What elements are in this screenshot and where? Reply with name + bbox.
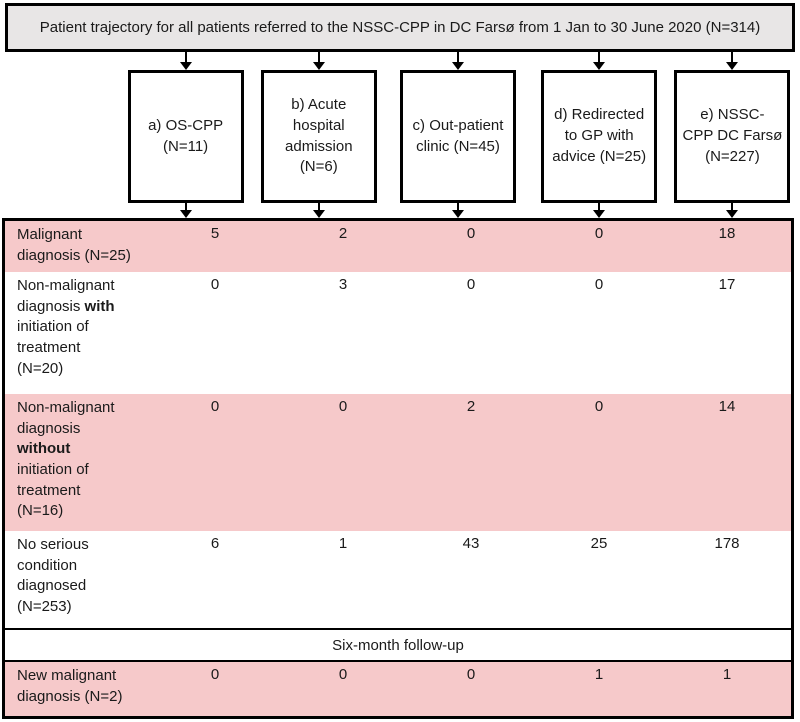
- arrow-head-icon: [179, 62, 192, 70]
- value-cell: 17: [718, 276, 736, 293]
- row-label: New malignant diagnosis (N=2): [17, 667, 123, 705]
- divider-label: Six-month follow-up: [332, 636, 464, 654]
- down-arrow-connector: [312, 52, 325, 70]
- arrow-head-icon: [312, 62, 325, 70]
- table-row-nonmalignant-with-treatment: Non-malignant diagnosis with initiation of…: [5, 272, 791, 394]
- arrow-tail: [731, 52, 734, 62]
- row-label: Non-malignant diagnosis without initiation …: [17, 399, 115, 520]
- flow-box-c: c) Out-patient clinic (N=45): [399, 70, 516, 203]
- value-cell: 6: [210, 535, 220, 552]
- flow-column-e: e) NSSC- CPP DC Farsø (N=227): [668, 52, 797, 218]
- arrow-tail: [317, 203, 320, 210]
- flow-box-a: a) OS-CPP (N=11): [127, 70, 244, 203]
- six-month-followup-divider: Six-month follow-up: [5, 628, 791, 662]
- down-arrow-connector: [179, 203, 192, 218]
- arrow-head-icon: [451, 62, 464, 70]
- arrow-head-icon: [593, 62, 606, 70]
- flow-box-c-label: c) Out-patient clinic (N=45): [412, 116, 504, 155]
- arrow-tail: [184, 52, 187, 62]
- down-arrow-connector: [726, 52, 739, 70]
- table-row-nonmalignant-without-treatment: Non-malignant diagnosis without initiation …: [5, 394, 791, 531]
- row-label: Malignant diagnosis (N=25): [17, 226, 131, 264]
- value-cell: 0: [210, 398, 220, 415]
- arrow-tail: [731, 203, 734, 210]
- flow-column-a: a) OS-CPP (N=11): [121, 52, 250, 218]
- down-arrow-connector: [451, 203, 464, 218]
- flow-box-a-label: a) OS-CPP (N=11): [148, 116, 224, 155]
- arrow-tail: [184, 203, 187, 210]
- flow-box-e: e) NSSC- CPP DC Farsø (N=227): [674, 70, 791, 203]
- value-cell: 0: [594, 225, 604, 242]
- row-label: Non-malignant diagnosis with initiation of…: [17, 277, 115, 377]
- down-arrow-connector: [312, 203, 325, 218]
- value-cell: 1: [338, 535, 348, 552]
- flow-box-row: a) OS-CPP (N=11) b) Acute hospital admissio…: [2, 52, 794, 218]
- value-cell: 0: [210, 276, 220, 293]
- down-arrow-connector: [451, 52, 464, 70]
- value-cell: 0: [210, 666, 220, 683]
- arrow-head-icon: [179, 210, 192, 218]
- value-cell: 25: [590, 535, 608, 552]
- flow-box-d: d) Redirected to GP with advice (N=25): [541, 70, 658, 203]
- value-cell: 2: [338, 225, 348, 242]
- title-box: Patient trajectory for all patients refe…: [5, 3, 795, 52]
- down-arrow-connector: [726, 203, 739, 218]
- value-cell: 5: [210, 225, 220, 242]
- table-row-malignant: Malignant diagnosis (N=25) 5 2 0 0 18: [5, 221, 791, 272]
- down-arrow-connector: [593, 52, 606, 70]
- value-cell: 43: [462, 535, 480, 552]
- flow-box-e-label: e) NSSC- CPP DC Farsø (N=227): [682, 106, 783, 165]
- flow-column-c: c) Out-patient clinic (N=45): [393, 52, 522, 218]
- flow-column-d: d) Redirected to GP with advice (N=25): [535, 52, 664, 218]
- value-cell: 2: [466, 398, 476, 415]
- value-cell: 0: [466, 225, 476, 242]
- flow-box-b: b) Acute hospital admission (N=6): [260, 70, 377, 203]
- value-cell: 14: [718, 398, 736, 415]
- value-cell: 0: [338, 398, 348, 415]
- arrow-tail: [456, 203, 459, 210]
- arrow-tail: [317, 52, 320, 62]
- down-arrow-connector: [179, 52, 192, 70]
- table-row-no-serious-condition: No serious condition diagnosed (N=253) 6 1 …: [5, 531, 791, 628]
- value-cell: 0: [594, 398, 604, 415]
- row-label: No serious condition diagnosed (N=253): [17, 536, 89, 616]
- arrow-head-icon: [312, 210, 325, 218]
- value-cell: 18: [718, 225, 736, 242]
- value-cell: 1: [594, 666, 604, 683]
- arrow-head-icon: [593, 210, 606, 218]
- value-cell: 0: [338, 666, 348, 683]
- outcome-table: Malignant diagnosis (N=25) 5 2 0 0 18 Non…: [2, 218, 794, 719]
- arrow-tail: [598, 52, 601, 62]
- arrow-tail: [598, 203, 601, 210]
- value-cell: 1: [722, 666, 732, 683]
- flow-box-d-label: d) Redirected to GP with advice (N=25): [552, 106, 647, 165]
- down-arrow-connector: [593, 203, 606, 218]
- value-cell: 178: [714, 535, 740, 552]
- figure-title: Patient trajectory for all patients refe…: [39, 19, 761, 36]
- table-row-new-malignant: New malignant diagnosis (N=2) 0 0 0 1 1: [5, 662, 791, 716]
- value-cell: 0: [466, 276, 476, 293]
- arrow-head-icon: [726, 62, 739, 70]
- value-cell: 0: [594, 276, 604, 293]
- arrow-head-icon: [451, 210, 464, 218]
- arrow-tail: [456, 52, 459, 62]
- flow-column-b: b) Acute hospital admission (N=6): [254, 52, 383, 218]
- flow-box-b-label: b) Acute hospital admission (N=6): [285, 96, 353, 176]
- value-cell: 0: [466, 666, 476, 683]
- value-cell: 3: [338, 276, 348, 293]
- arrow-head-icon: [726, 210, 739, 218]
